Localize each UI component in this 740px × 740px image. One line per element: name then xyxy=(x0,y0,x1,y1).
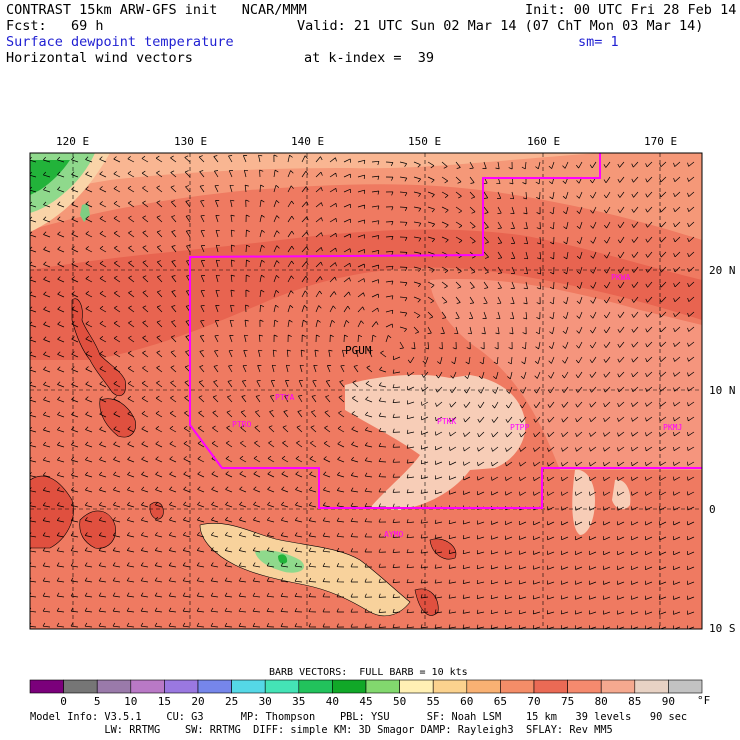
legend-label: 10 xyxy=(124,695,138,708)
station-aymo: AYMO xyxy=(384,530,404,539)
legend-label: 5 xyxy=(93,695,101,708)
legend-swatch xyxy=(130,679,165,694)
station-ptya: PTYA xyxy=(275,393,295,402)
map-frame xyxy=(29,152,703,630)
dewpoint-band-60-65 xyxy=(30,153,702,240)
vector-field-label: Horizontal wind vectors xyxy=(6,50,193,66)
init-time: Init: 00 UTC Fri 28 Feb 14 xyxy=(525,2,737,18)
station-ptkk: PTKK xyxy=(437,417,457,426)
legend-swatch xyxy=(567,679,602,694)
wind-barbs xyxy=(30,154,695,629)
lon-label-130: 130 E xyxy=(174,135,208,148)
legend-swatch xyxy=(231,679,266,694)
barb-vectors-note: BARB VECTORS: FULL BARB = 10 kts xyxy=(269,667,468,678)
station-pkmj: PKMJ xyxy=(663,423,683,432)
k-index-label: at k-index = 39 xyxy=(304,50,435,66)
philippines-mindanao xyxy=(99,398,136,438)
station-pgum: PGUM xyxy=(345,344,372,357)
legend-swatch xyxy=(634,679,669,694)
sulawesi xyxy=(79,510,116,549)
legend-swatch xyxy=(29,679,64,694)
legend-label: 35 xyxy=(292,695,306,708)
legend-label: 55 xyxy=(426,695,440,708)
legend-label: 85 xyxy=(628,695,642,708)
lon-label-120: 120 E xyxy=(56,135,90,148)
legend-label: 65 xyxy=(493,695,508,708)
legend-swatch xyxy=(668,679,703,694)
lon-label-150: 150 E xyxy=(408,135,442,148)
color-legend xyxy=(29,679,703,694)
legend-label: 45 xyxy=(359,695,373,708)
legend-swatch xyxy=(466,679,501,694)
lon-label-170: 170 E xyxy=(644,135,678,148)
legend-label: 20 xyxy=(191,695,205,708)
dewpoint-dry-patch-2 xyxy=(612,479,631,510)
legend-label: 70 xyxy=(527,695,541,708)
lat-label-20n: 20 N xyxy=(709,264,736,277)
station-ptro: PTRO xyxy=(232,420,252,429)
lon-label-160: 160 E xyxy=(527,135,561,148)
legend-label: 80 xyxy=(594,695,608,708)
legend-swatch xyxy=(500,679,535,694)
lat-label-10s: 10 S xyxy=(709,622,736,635)
legend-label: 15 xyxy=(157,695,172,708)
dewpoint-band-70-75 xyxy=(30,229,702,360)
mainland-green-area xyxy=(30,160,70,195)
legend-label: 60 xyxy=(460,695,474,708)
station-ptpp: PTPP xyxy=(510,423,530,432)
map-title: CONTRAST 15km ARW-GFS init NCAR/MMM xyxy=(6,2,307,18)
legend-swatch xyxy=(298,679,333,694)
field-name: Surface dewpoint temperature xyxy=(6,34,234,50)
model-info-line-1: Model Info: V3.5.1 CU: G3 MP: Thompson P… xyxy=(30,711,688,723)
model-info-line-2: LW: RRTMG SW: RRTMG DIFF: simple KM: 3D … xyxy=(30,724,613,736)
smoothing-label: sm= 1 xyxy=(578,34,619,50)
legend-swatch xyxy=(164,679,199,694)
new-guinea-peak xyxy=(278,554,288,564)
legend-label: 50 xyxy=(392,695,407,708)
legend-swatch xyxy=(96,679,132,694)
legend-swatch xyxy=(432,679,468,694)
legend-swatch xyxy=(63,679,98,694)
valid-time: Valid: 21 UTC Sun 02 Mar 14 (07 ChT Mon … xyxy=(297,18,704,34)
lat-label-0: 0 xyxy=(709,503,716,516)
station-pkwa: PKWA xyxy=(611,273,631,282)
legend-swatch xyxy=(332,679,367,694)
legend-swatch xyxy=(399,679,434,694)
new-britain xyxy=(429,538,457,560)
legend-label: 40 xyxy=(325,695,340,708)
bougainville xyxy=(414,588,439,616)
legend-label: 30 xyxy=(258,695,272,708)
dewpoint-dry-area xyxy=(345,374,526,510)
region-boundary xyxy=(189,153,702,509)
borneo xyxy=(30,475,74,549)
philippines-luzon xyxy=(71,298,126,396)
legend-swatch xyxy=(600,679,636,694)
legend-unit: °F xyxy=(697,694,711,707)
new-guinea xyxy=(199,523,411,617)
forecast-hour: Fcst: 69 h xyxy=(6,18,104,34)
legend-swatch xyxy=(197,679,232,694)
legend-label: 90 xyxy=(661,695,676,708)
legend-swatch xyxy=(365,679,400,694)
legend-label: 25 xyxy=(224,695,239,708)
legend-swatch xyxy=(264,679,300,694)
legend-label: 75 xyxy=(560,695,575,708)
wind-barb-layer xyxy=(30,154,695,629)
lat-label-10n: 10 N xyxy=(709,384,736,397)
dewpoint-region-east xyxy=(430,279,702,470)
dewpoint-dry-patch xyxy=(572,469,595,535)
lon-label-140: 140 E xyxy=(291,135,325,148)
legend-label: 0 xyxy=(60,695,67,708)
legend-swatch xyxy=(533,679,568,694)
